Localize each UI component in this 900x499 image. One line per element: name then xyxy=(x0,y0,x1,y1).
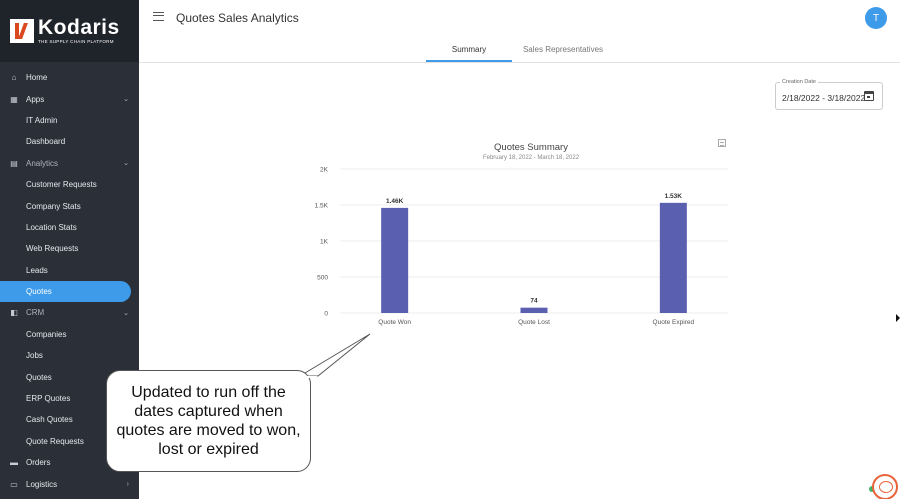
sidebar-item-label: Web Requests xyxy=(26,244,79,254)
sidebar-item-dashboard[interactable]: Dashboard xyxy=(0,131,139,152)
sidebar-item-label: Customer Requests xyxy=(26,180,97,190)
page-title: Quotes Sales Analytics xyxy=(176,11,299,25)
sidebar-item-home[interactable]: ⌂ Home xyxy=(0,67,139,88)
tab-summary[interactable]: Summary xyxy=(426,40,512,62)
tab-divider xyxy=(139,62,900,63)
y-tick-label: 0 xyxy=(324,311,328,318)
y-tick-label: 1K xyxy=(320,239,329,246)
sidebar-item-quotes[interactable]: Quotes xyxy=(0,280,131,303)
creation-date-value[interactable]: 2/18/2022 - 3/18/2022 xyxy=(782,93,866,103)
bar-quote-lost xyxy=(520,307,548,313)
brand-name: Kodaris xyxy=(38,16,120,39)
sidebar-item-web-requests[interactable]: Web Requests xyxy=(0,238,139,259)
sidebar-item-orders[interactable]: ▬ Orders xyxy=(0,452,139,473)
tab-bar: Summary Sales Representatives xyxy=(426,40,614,62)
chart-title: Quotes Summary xyxy=(494,142,568,153)
data-label: 1.53K xyxy=(665,193,683,200)
chevron-icon[interactable]: ⌄ xyxy=(123,96,129,104)
sidebar-item-label: Dashboard xyxy=(26,137,66,147)
chart-plot: 0 500 1K 1.5K 2K 1.46K Quote Won 74 Quote Lost 1.… xyxy=(315,167,728,326)
creation-date-label: Creation Date xyxy=(780,79,818,85)
sidebar-item-quotes[interactable]: Quotes xyxy=(0,366,139,387)
shipping-icon: ▭ xyxy=(10,479,18,489)
chevron-icon[interactable]: ⌄ xyxy=(123,309,129,317)
bar-quote-won xyxy=(381,207,409,313)
sidebar-item-cash-quotes[interactable]: Cash Quotes xyxy=(0,409,139,430)
sidebar-item-label: Quotes xyxy=(26,372,52,382)
sidebar-item-analytics[interactable]: ▤ Analytics ⌄ xyxy=(0,153,139,174)
tab-sales-representatives[interactable]: Sales Representatives xyxy=(522,45,604,54)
grid-icon: ▦ xyxy=(10,94,18,104)
chevron-icon[interactable]: › xyxy=(126,480,129,488)
sidebar-item-label: Location Stats xyxy=(26,222,77,232)
bar-quote-expired xyxy=(659,202,687,313)
sidebar-nav: ⌂ Home ▦ Apps ⌄ IT Admin Dashboard ▤ Analytics ⌄ C… xyxy=(0,62,139,495)
y-tick-label: 2K xyxy=(320,167,329,174)
sidebar-item-label: Orders xyxy=(26,458,51,468)
data-label: 1.46K xyxy=(386,198,404,205)
sidebar-item-companies[interactable]: Companies xyxy=(0,324,139,345)
user-avatar[interactable]: T xyxy=(865,7,887,29)
sidebar-item-label: Jobs xyxy=(26,351,43,361)
chat-support-icon[interactable] xyxy=(872,474,898,499)
sidebar-item-label: Quotes xyxy=(26,287,52,297)
sidebar-item-apps[interactable]: ▦ Apps ⌄ xyxy=(0,88,139,109)
chevron-icon[interactable]: ⌄ xyxy=(123,160,129,168)
sidebar-item-label: Logistics xyxy=(26,479,58,489)
y-tick-label: 1.5K xyxy=(315,203,329,210)
calendar-icon[interactable] xyxy=(864,91,874,101)
sidebar-item-logistics[interactable]: ▭ Logistics › xyxy=(0,473,139,494)
truck-icon: ▬ xyxy=(10,458,18,468)
data-label: 74 xyxy=(530,298,538,305)
sidebar-item-label: Apps xyxy=(26,94,45,104)
database-icon: ◧ xyxy=(10,308,18,318)
logo[interactable]: Kodaris THE SUPPLY CHAIN PLATFORM xyxy=(0,0,139,62)
kodaris-logo-icon xyxy=(10,19,34,43)
sidebar-item-label: Quote Requests xyxy=(26,436,84,446)
home-icon: ⌂ xyxy=(11,73,17,83)
sidebar-item-leads[interactable]: Leads xyxy=(0,260,139,281)
sidebar-item-erp-quotes[interactable]: ERP Quotes xyxy=(0,388,139,409)
sidebar: Kodaris THE SUPPLY CHAIN PLATFORM ⌂ Home ▦… xyxy=(0,0,139,499)
y-tick-label: 500 xyxy=(317,275,328,282)
chart-subtitle: February 18, 2022 - March 18, 2022 xyxy=(482,155,580,161)
sidebar-item-location-stats[interactable]: Location Stats xyxy=(0,217,139,238)
x-tick-label: Quote Lost xyxy=(518,319,550,326)
sidebar-item-label: CRM xyxy=(26,308,45,318)
sidebar-item-label: IT Admin xyxy=(26,115,58,125)
sidebar-item-label: Leads xyxy=(26,265,48,275)
sidebar-item-label: Home xyxy=(26,73,48,83)
x-tick-label: Quote Won xyxy=(378,319,411,326)
x-tick-label: Quote Expired xyxy=(653,319,695,326)
sidebar-item-label: Companies xyxy=(26,329,67,339)
sidebar-item-label: Analytics xyxy=(26,158,59,168)
sidebar-item-label: ERP Quotes xyxy=(26,394,71,404)
quotes-summary-chart: Quotes Summary February 18, 2022 - March… xyxy=(300,135,740,335)
sidebar-item-it-admin[interactable]: IT Admin xyxy=(0,110,139,131)
sidebar-item-quote-requests[interactable]: Quote Requests xyxy=(0,431,139,452)
sidebar-item-jobs[interactable]: Jobs xyxy=(0,345,139,366)
sidebar-item-label: Company Stats xyxy=(26,201,81,211)
sidebar-item-company-stats[interactable]: Company Stats xyxy=(0,195,139,216)
chart-menu-icon[interactable] xyxy=(718,139,726,147)
sidebar-item-label: Cash Quotes xyxy=(26,415,73,425)
menu-toggle-icon[interactable] xyxy=(153,12,164,21)
annotation-callout: Updated to run off the dates captured wh… xyxy=(106,370,311,472)
sidebar-item-crm[interactable]: ◧ CRM ⌄ xyxy=(0,302,139,323)
analytics-icon: ▤ xyxy=(10,158,18,168)
mouse-cursor-icon xyxy=(896,314,900,322)
creation-date-field[interactable]: Creation Date 2/18/2022 - 3/18/2022 xyxy=(775,79,883,110)
sidebar-item-customer-requests[interactable]: Customer Requests xyxy=(0,174,139,195)
brand-tagline: THE SUPPLY CHAIN PLATFORM xyxy=(38,39,114,44)
